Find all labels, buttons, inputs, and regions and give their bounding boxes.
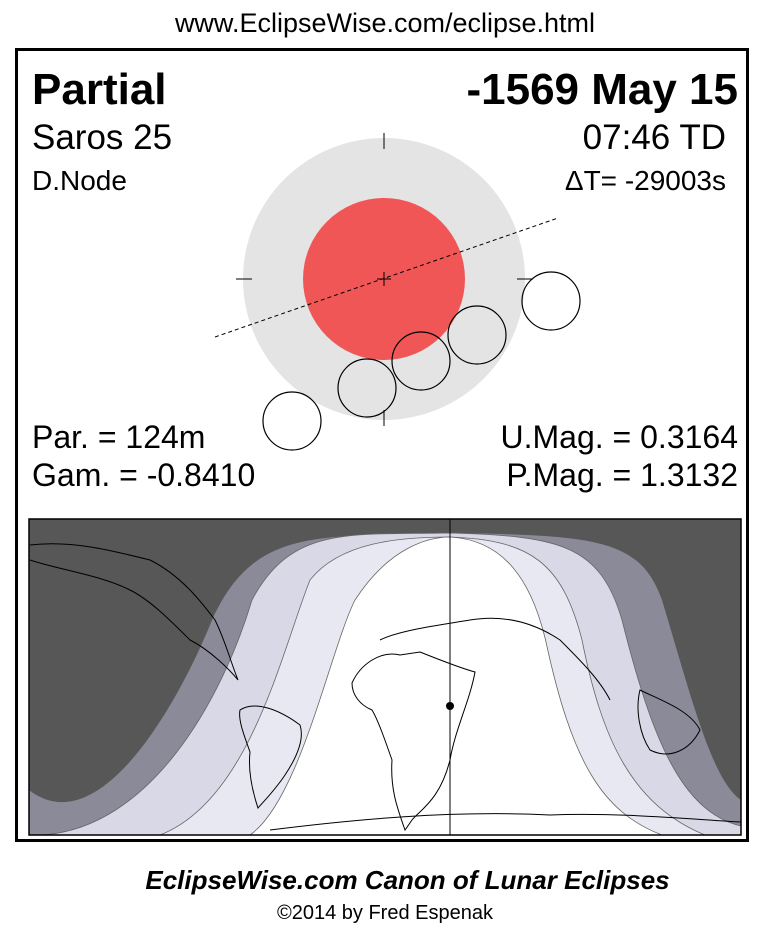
moon-path-line bbox=[214, 217, 559, 338]
moon-u4 bbox=[447, 305, 507, 365]
moon-positions bbox=[262, 271, 581, 451]
moon-max bbox=[391, 331, 451, 391]
eclipse-type: Partial bbox=[32, 65, 167, 114]
continent-outlines bbox=[29, 543, 741, 832]
page-url: www.EclipseWise.com/eclipse.html bbox=[174, 8, 596, 38]
node: D.Node bbox=[32, 165, 127, 196]
penumbral-magnitude: P.Mag. = 1.3132 bbox=[506, 457, 738, 493]
moon-u1 bbox=[337, 358, 397, 418]
eclipse-date: -1569 May 15 bbox=[466, 65, 738, 114]
saros-number: Saros 25 bbox=[32, 118, 173, 157]
partial-duration: Par. = 124m bbox=[32, 419, 206, 455]
moon-p1 bbox=[262, 391, 322, 451]
gamma: Gam. = -0.8410 bbox=[32, 457, 256, 493]
greatest-eclipse-point bbox=[446, 702, 454, 710]
umbral-magnitude: U.Mag. = 0.3164 bbox=[500, 419, 738, 455]
moon-p4 bbox=[521, 271, 581, 331]
copyright: ©2014 by Fred Espenak bbox=[277, 902, 493, 924]
axis-ticks bbox=[236, 133, 533, 426]
eclipse-panel bbox=[15, 48, 749, 842]
delta-t: ΔT= -29003s bbox=[564, 165, 726, 196]
eclipse-time: 07:46 TD bbox=[582, 118, 726, 157]
visibility-map bbox=[28, 518, 742, 836]
canon-title: EclipseWise.com Canon of Lunar Eclipses bbox=[145, 865, 670, 895]
